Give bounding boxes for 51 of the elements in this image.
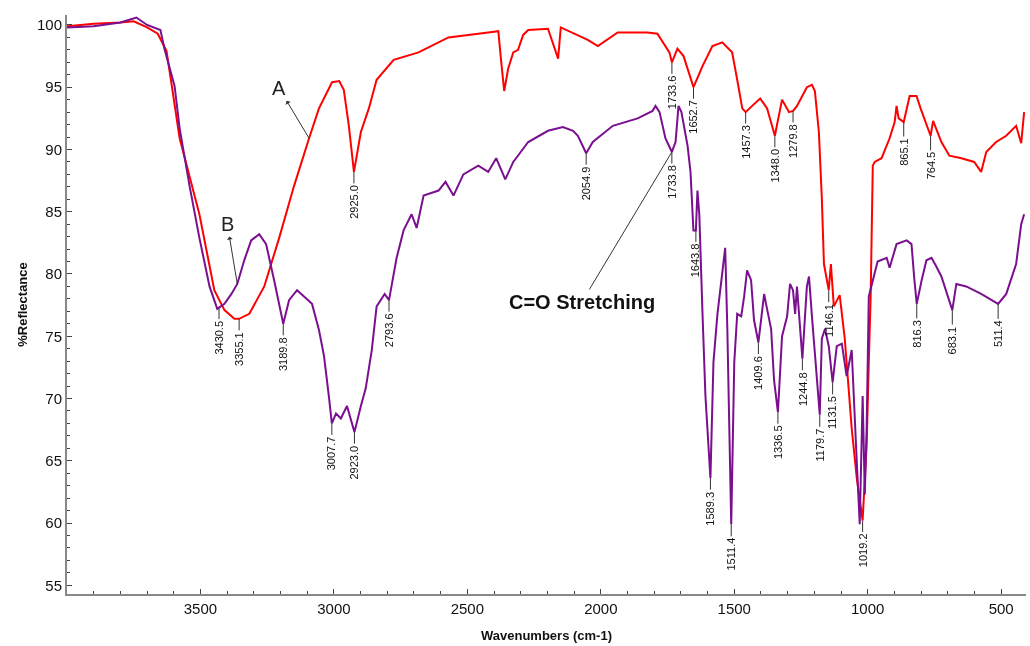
- annotation: 1733.6: [665, 75, 678, 110]
- annotation: 3430.5: [213, 320, 226, 355]
- annotation: 1146.1: [822, 304, 835, 337]
- annotation: 1589.3: [704, 491, 717, 526]
- y-axis-title: %Reflectance: [15, 262, 31, 347]
- annotation: 1279.8: [787, 124, 800, 158]
- y-tick-label: 65: [45, 452, 62, 470]
- annotation: 2054.9: [579, 166, 592, 201]
- y-tick-label: 80: [45, 265, 62, 283]
- y-tick-label: 60: [45, 514, 62, 532]
- y-tick-label: 75: [45, 327, 62, 345]
- y-tick-label: 55: [45, 576, 62, 594]
- y-tick-label: 90: [45, 140, 62, 158]
- annotation: 2923.0: [348, 445, 361, 480]
- annotation: 683.1: [946, 326, 959, 355]
- annotation: C=O Stretching: [509, 291, 656, 313]
- annotation: 1457.3: [739, 125, 752, 159]
- annotation: 1019.2: [857, 533, 870, 568]
- annotation: 1244.8: [796, 372, 809, 407]
- y-tick-label: 100: [36, 16, 62, 34]
- annotation: 764.5: [924, 151, 937, 180]
- annotation: 3355.1: [233, 332, 246, 366]
- annotation: 1733.8: [665, 165, 678, 199]
- annotation: 3189.8: [277, 337, 290, 372]
- annotation: 3007.7: [325, 436, 338, 471]
- annotation: 1511.4: [724, 537, 737, 571]
- x-tick-label: 1000: [851, 600, 885, 617]
- annotation: 1643.8: [689, 243, 702, 278]
- annotation: 1409.6: [751, 356, 764, 390]
- annotation: 1336.5: [771, 425, 784, 460]
- annotation: 816.3: [910, 320, 923, 348]
- series-label: B: [221, 213, 235, 235]
- annotation: 1131.5: [826, 396, 839, 429]
- y-tick-label: 95: [45, 78, 62, 96]
- x-tick-label: 3000: [317, 600, 351, 617]
- x-axis-title: Wavenumbers (cm-1): [481, 628, 612, 644]
- annotation: 865.1: [897, 138, 910, 166]
- x-tick-label: 2000: [584, 600, 618, 617]
- annotation: 1179.7: [814, 428, 827, 462]
- y-tick-label: 85: [45, 202, 62, 220]
- annotation: 2925.0: [348, 185, 361, 219]
- annotation: 511.4: [992, 320, 1005, 348]
- x-tick-label: 2500: [450, 600, 485, 617]
- annotation: 1348.0: [769, 148, 782, 183]
- y-tick-label: 70: [45, 389, 62, 407]
- annotation: 1652.7: [687, 100, 700, 134]
- annotation: 2793.6: [382, 313, 395, 348]
- series-label: A: [272, 77, 286, 99]
- x-tick-label: 3500: [183, 600, 218, 617]
- x-tick-label: 500: [988, 600, 1014, 617]
- x-tick-label: 1500: [717, 600, 751, 617]
